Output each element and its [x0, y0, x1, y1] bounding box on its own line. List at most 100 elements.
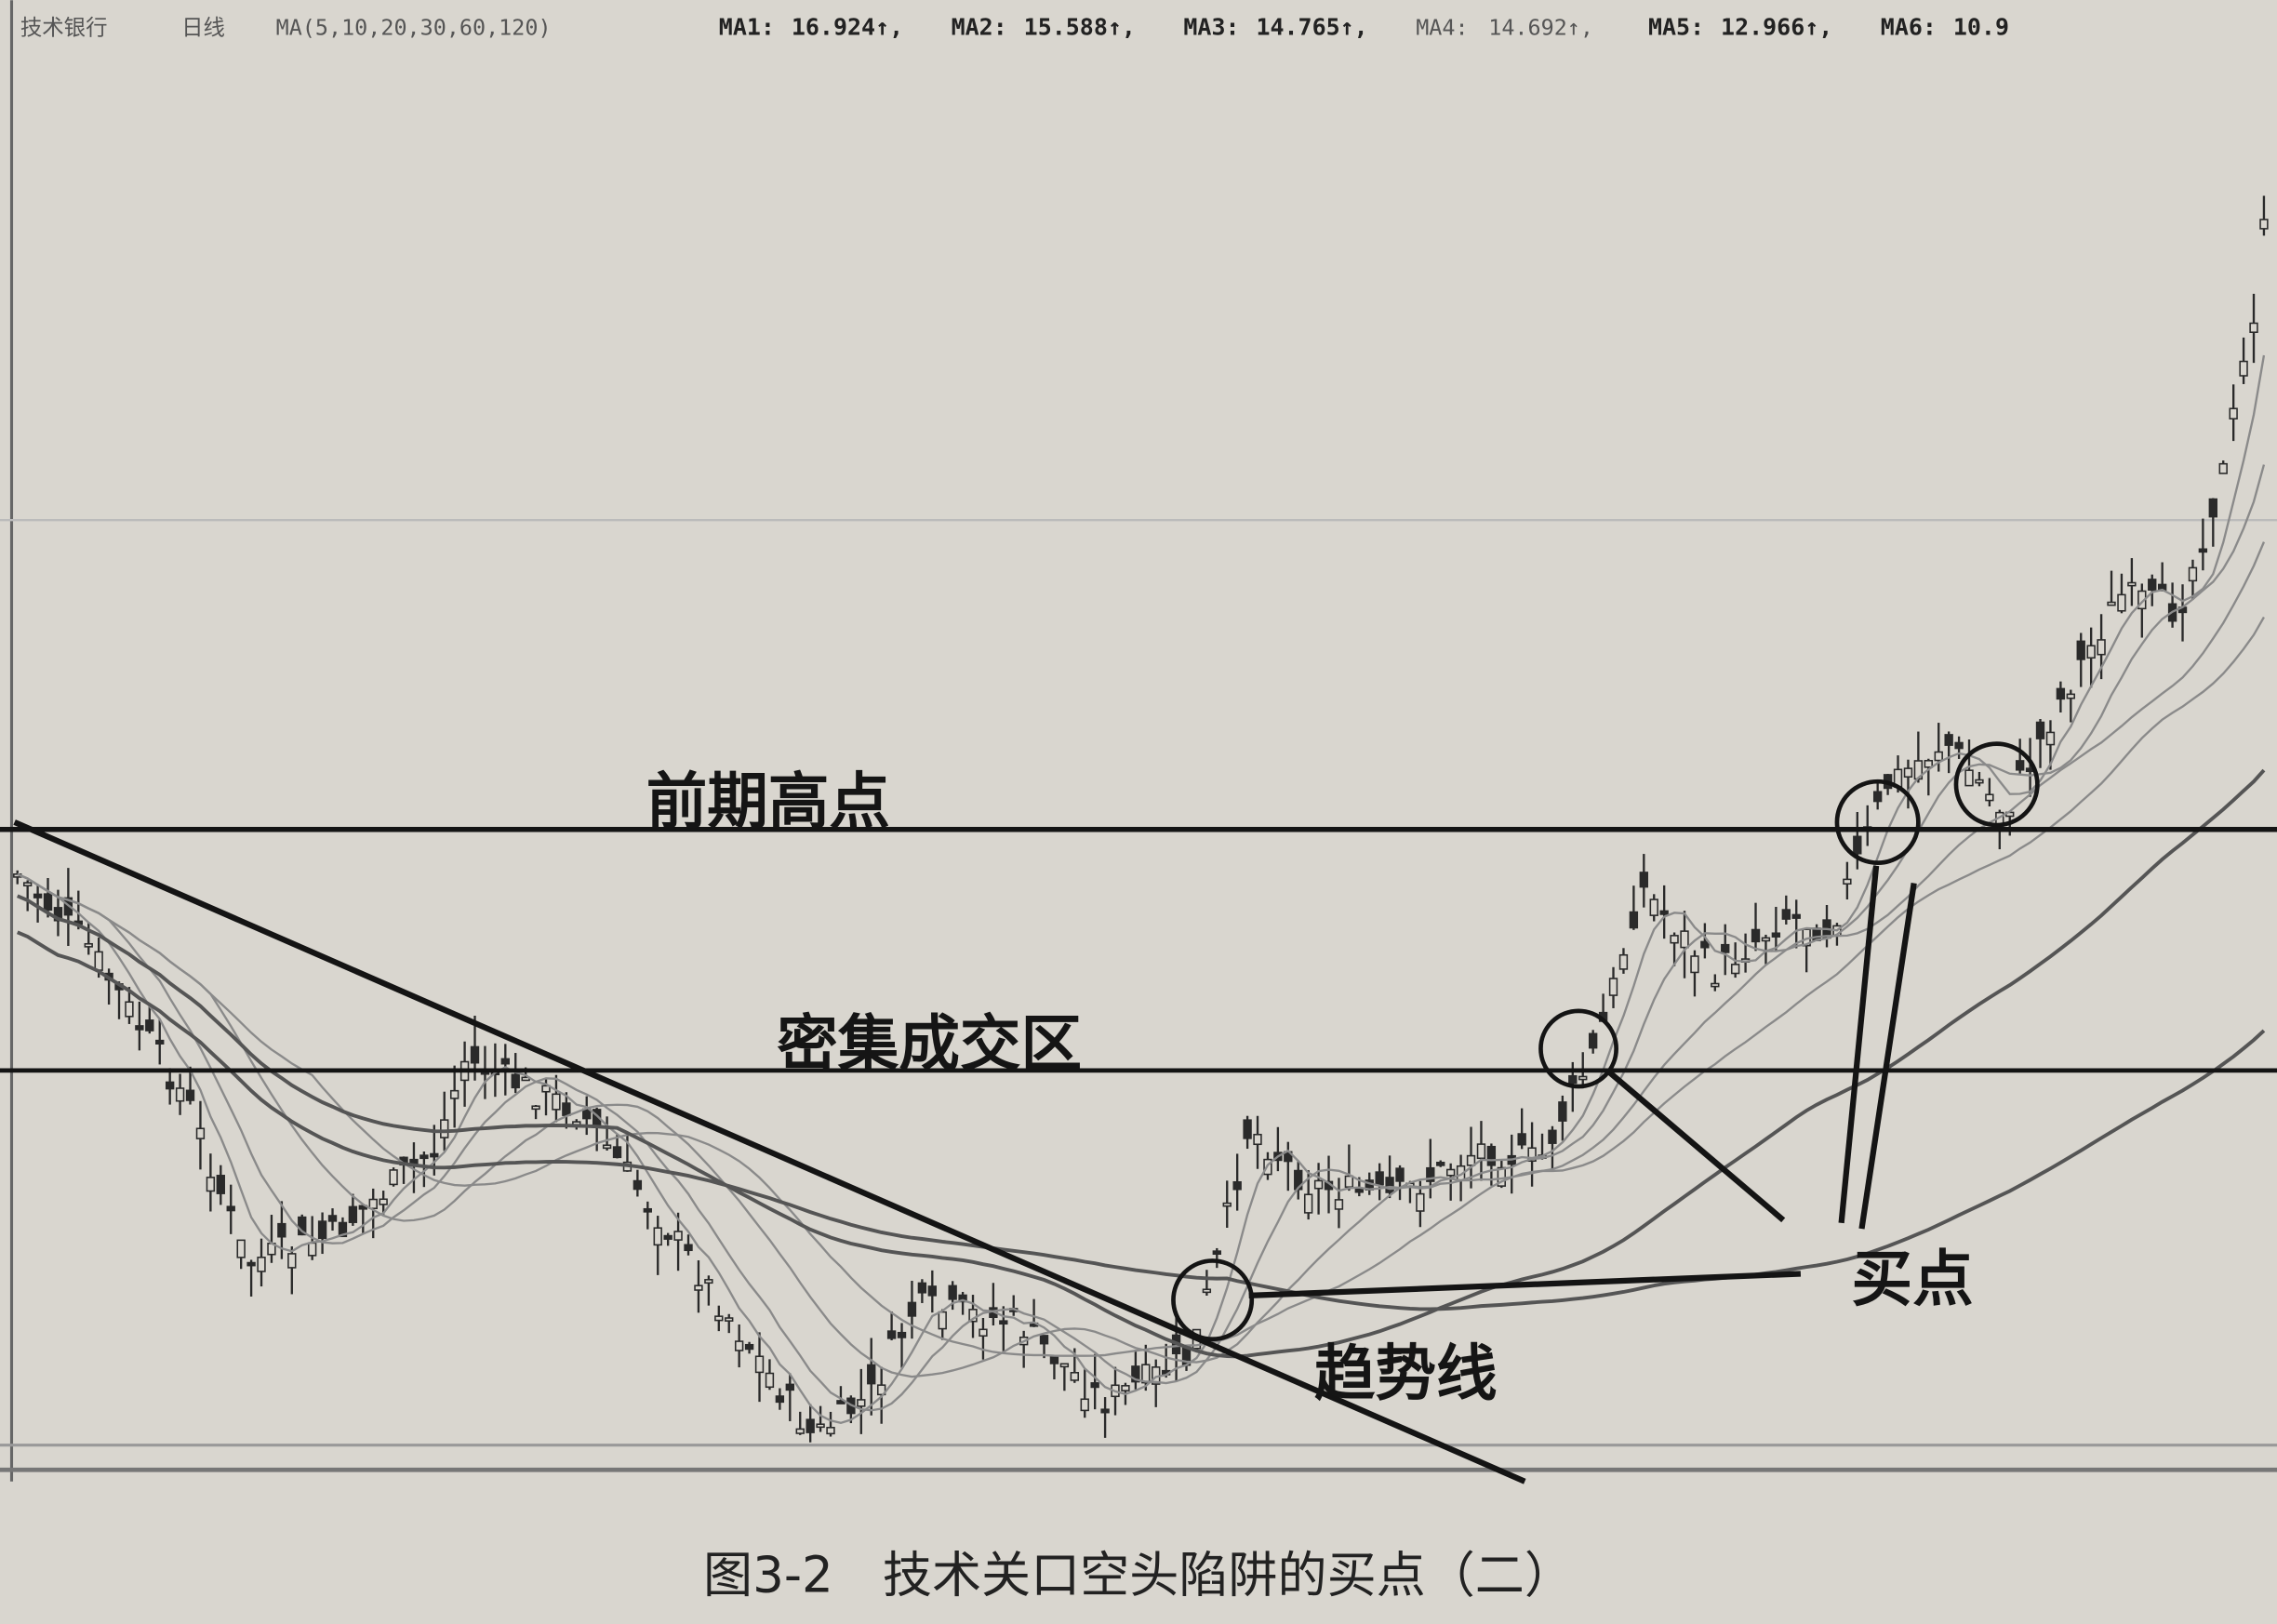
trend-line-label: 趋势线 [1314, 1338, 1498, 1409]
candle-body [43, 893, 53, 912]
candle-body [2045, 731, 2056, 746]
candle-body [867, 1364, 876, 1385]
candle-body [1761, 937, 1771, 942]
pointer-line [1606, 1070, 1786, 1223]
candle-body [348, 1205, 358, 1223]
candle-body [1588, 1032, 1598, 1049]
candle-body [277, 1222, 286, 1238]
ma-label: MA1: [719, 14, 775, 41]
candle-body [22, 882, 33, 887]
candle-body [33, 893, 43, 899]
candle-body [2148, 579, 2157, 592]
candle-body [1090, 1382, 1099, 1389]
candle-body [1771, 932, 1781, 938]
candle-body [1375, 1171, 1384, 1186]
candle-body [897, 1331, 907, 1338]
candle-body [1690, 955, 1699, 974]
buy-point-marker [1171, 1258, 1255, 1342]
figure-caption: 图3-2 技术关口空头陷阱的买点（二） [703, 1546, 1574, 1604]
ma-label: MA5: [1648, 14, 1704, 41]
candle-body [1629, 911, 1639, 929]
candle-body [1385, 1177, 1394, 1193]
candle-body [2249, 322, 2258, 333]
candle-body [725, 1317, 734, 1322]
candle-body [1253, 1133, 1262, 1146]
candle-body [1944, 734, 1953, 746]
candle-body [1711, 982, 1720, 988]
candle-body [1313, 1179, 1324, 1190]
candle-body [1243, 1119, 1252, 1139]
candle-body [806, 1418, 815, 1433]
candle-body [979, 1328, 988, 1338]
candle-body [754, 1355, 765, 1374]
candle-body [938, 1311, 947, 1330]
candle-body [500, 1058, 510, 1065]
candle-body [1751, 928, 1761, 943]
candle-body [1486, 1145, 1497, 1166]
candle-body [1680, 930, 1689, 949]
annotations [0, 741, 2277, 1484]
candle-body [287, 1253, 297, 1269]
candle-body [836, 1400, 846, 1404]
candle-body [206, 1177, 216, 1192]
candle-body [226, 1205, 235, 1212]
candle-body [135, 1025, 144, 1031]
pointer-line [1858, 883, 1917, 1230]
candle-body [968, 1309, 978, 1323]
candle-body [653, 1227, 662, 1246]
candle-body [440, 1119, 449, 1138]
candle-body [1070, 1372, 1079, 1381]
candle-body [2056, 687, 2066, 700]
candle-body [1558, 1101, 1567, 1122]
candle-body [857, 1399, 866, 1407]
candle-body [236, 1239, 246, 1258]
candle-body [511, 1073, 520, 1089]
buy-point-marker [1834, 779, 1921, 865]
candle-body [816, 1423, 825, 1429]
candle-body [2239, 360, 2248, 377]
candle-body [826, 1427, 835, 1435]
candle-body [1853, 835, 1862, 855]
candle-body [419, 1154, 429, 1160]
period-label: 日线 [181, 15, 225, 41]
candle-body [317, 1220, 327, 1240]
ma-value: 14.692↑, [1488, 15, 1593, 41]
candle-body [552, 1093, 561, 1111]
ma-line-1 [17, 354, 2266, 1425]
candle-body [927, 1285, 937, 1297]
candle-body [1100, 1408, 1110, 1414]
candle-body [632, 1179, 643, 1191]
ma-label: MA6: [1881, 14, 1937, 41]
candle-body [744, 1343, 754, 1351]
candle-body [216, 1175, 225, 1194]
ma-params: MA(5,10,20,30,60,120) [276, 15, 552, 41]
candle-body [2076, 640, 2085, 660]
candle-body [1527, 1147, 1537, 1163]
candle-body [1659, 910, 1669, 915]
candle-body [765, 1372, 775, 1389]
candle-body [2107, 601, 2116, 606]
candle-body [2086, 645, 2096, 659]
candle-body [2015, 760, 2025, 771]
dense-volume-label: 密集成交区 [777, 1009, 1082, 1080]
candle-body [1080, 1398, 1089, 1412]
candle-body [1924, 760, 1933, 768]
trend-line [13, 819, 1526, 1484]
ma-value: 16.924↑, [792, 14, 903, 41]
candle-body [2035, 721, 2045, 739]
candle-body [1985, 793, 1994, 802]
candle-body [1781, 909, 1791, 920]
candle-body [1232, 1180, 1242, 1191]
candle-body [1497, 1166, 1506, 1187]
candle-body [1212, 1250, 1221, 1256]
candle-body [1872, 791, 1883, 803]
candle-body [2097, 639, 2106, 656]
buy-point-marker [1953, 741, 2040, 828]
candle-body [1954, 741, 1964, 750]
candle-body [1670, 935, 1679, 944]
candle-body [999, 1320, 1008, 1325]
candle-body [714, 1315, 724, 1322]
candle-body [1395, 1167, 1405, 1182]
pointer-line [1838, 865, 1880, 1224]
